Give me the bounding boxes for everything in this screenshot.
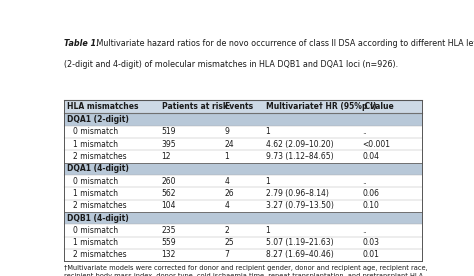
Text: 519: 519 xyxy=(162,127,176,136)
Text: 9.73 (1.12–84.65): 9.73 (1.12–84.65) xyxy=(265,152,333,161)
Bar xyxy=(64,113,422,126)
Text: 4: 4 xyxy=(224,201,229,210)
Text: 1: 1 xyxy=(265,226,270,235)
Text: <0.001: <0.001 xyxy=(363,140,391,148)
Text: 260: 260 xyxy=(162,177,176,185)
Text: 1: 1 xyxy=(265,127,270,136)
Text: 1: 1 xyxy=(224,152,229,161)
Text: DQA1 (4-digit): DQA1 (4-digit) xyxy=(66,164,128,173)
Text: ..: .. xyxy=(363,226,367,235)
Text: 0 mismatch: 0 mismatch xyxy=(73,177,118,185)
Text: 1 mismatch: 1 mismatch xyxy=(73,140,118,148)
Text: 1: 1 xyxy=(265,177,270,185)
Text: 4.62 (2.09–10.20): 4.62 (2.09–10.20) xyxy=(265,140,333,148)
Text: 0 mismatch: 0 mismatch xyxy=(73,226,118,235)
Text: 12: 12 xyxy=(162,152,171,161)
Text: 24: 24 xyxy=(224,140,234,148)
Text: ..: .. xyxy=(363,177,367,185)
Text: 0.03: 0.03 xyxy=(363,238,379,247)
Text: 0.01: 0.01 xyxy=(363,251,379,259)
Bar xyxy=(64,126,422,138)
Bar xyxy=(64,237,422,249)
Text: 2: 2 xyxy=(224,226,229,235)
Bar xyxy=(64,224,422,237)
Bar xyxy=(64,175,422,187)
Text: Table 1.: Table 1. xyxy=(64,39,99,49)
Text: 7: 7 xyxy=(224,251,229,259)
Text: 0.10: 0.10 xyxy=(363,201,379,210)
Bar xyxy=(64,150,422,163)
Text: Patients at risk: Patients at risk xyxy=(162,102,228,111)
Text: Multivariate† HR (95% CI): Multivariate† HR (95% CI) xyxy=(265,102,376,111)
Text: 2 mismatches: 2 mismatches xyxy=(73,251,127,259)
Bar xyxy=(64,249,422,261)
Text: 1 mismatch: 1 mismatch xyxy=(73,238,118,247)
Text: 1 mismatch: 1 mismatch xyxy=(73,189,118,198)
Text: 25: 25 xyxy=(224,238,234,247)
Text: DQA1 (2-digit): DQA1 (2-digit) xyxy=(66,115,128,124)
Text: 559: 559 xyxy=(162,238,176,247)
Text: 26: 26 xyxy=(224,189,234,198)
Bar xyxy=(64,212,422,224)
Text: 8.27 (1.69–40.46): 8.27 (1.69–40.46) xyxy=(265,251,333,259)
Text: 5.07 (1.19–21.63): 5.07 (1.19–21.63) xyxy=(265,238,333,247)
Text: HLA mismatches: HLA mismatches xyxy=(66,102,138,111)
Text: 562: 562 xyxy=(162,189,176,198)
Text: 2 mismatches: 2 mismatches xyxy=(73,152,127,161)
Bar xyxy=(64,200,422,212)
Text: 132: 132 xyxy=(162,251,176,259)
Text: 0.04: 0.04 xyxy=(363,152,379,161)
Text: Multivariate hazard ratios for de novo occurrence of class II DSA according to d: Multivariate hazard ratios for de novo o… xyxy=(94,39,474,49)
Text: 0 mismatch: 0 mismatch xyxy=(73,127,118,136)
Text: 2.79 (0.96–8.14): 2.79 (0.96–8.14) xyxy=(265,189,328,198)
Bar xyxy=(64,163,422,175)
Text: (2-digit and 4-digit) of molecular mismatches in HLA DQB1 and DQA1 loci (n=926).: (2-digit and 4-digit) of molecular misma… xyxy=(64,60,398,69)
Bar xyxy=(64,138,422,150)
Bar xyxy=(64,187,422,200)
Text: 395: 395 xyxy=(162,140,176,148)
Text: 104: 104 xyxy=(162,201,176,210)
Text: DQB1 (4-digit): DQB1 (4-digit) xyxy=(66,214,128,222)
Text: Events: Events xyxy=(224,102,254,111)
Text: p value: p value xyxy=(363,102,394,111)
Text: 3.27 (0.79–13.50): 3.27 (0.79–13.50) xyxy=(265,201,333,210)
Text: 4: 4 xyxy=(224,177,229,185)
Text: 9: 9 xyxy=(224,127,229,136)
Text: ..: .. xyxy=(363,127,367,136)
Bar xyxy=(64,100,422,113)
Text: †Multivariate models were corrected for donor and recipient gender, donor and re: †Multivariate models were corrected for … xyxy=(64,265,427,276)
Text: 2 mismatches: 2 mismatches xyxy=(73,201,127,210)
Text: 235: 235 xyxy=(162,226,176,235)
Text: 0.06: 0.06 xyxy=(363,189,379,198)
